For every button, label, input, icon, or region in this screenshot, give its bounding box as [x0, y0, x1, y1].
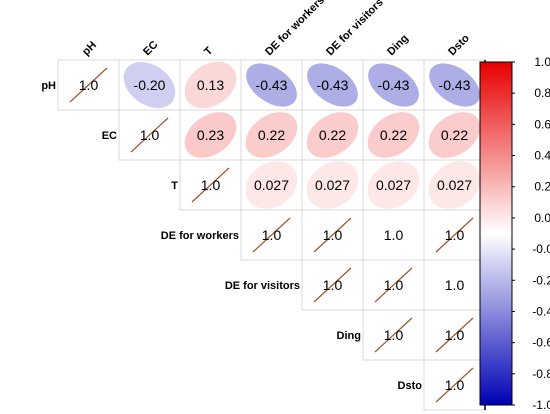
column-label: DE for workers — [263, 0, 327, 58]
colorbar-tick-label: -0.82 — [532, 367, 550, 381]
cell-value: 1.0 — [201, 177, 221, 193]
diagonal-line — [313, 267, 352, 303]
row-label: DE for visitors — [225, 280, 300, 292]
cell-value: -0.43 — [439, 77, 471, 93]
cell-value: -0.43 — [317, 77, 349, 93]
column-label: Ding — [385, 32, 411, 58]
colorbar-layer: 1.00 0.82 0.64 0.45 0.27 0.09 -0.09 -0.27 -0.45 -… — [479, 55, 550, 412]
colorbar-tick-label: 1.00 — [534, 55, 550, 69]
colorbar-tick-label: 0.27 — [534, 180, 550, 194]
row-label: EC — [102, 130, 117, 142]
cell-value: 1.0 — [445, 327, 465, 343]
cell-value: 1.0 — [79, 77, 99, 93]
colorbar-tick-label: 0.64 — [534, 117, 550, 131]
row-label: pH — [41, 80, 56, 92]
cell-value: 0.22 — [258, 127, 285, 143]
correlation-ellipse — [429, 63, 480, 107]
correlation-ellipse — [306, 112, 359, 158]
correlation-ellipse — [367, 161, 420, 209]
diagonal-line — [252, 217, 291, 253]
cell-value: 0.22 — [319, 127, 346, 143]
colorbar-tick-label: -0.27 — [532, 273, 550, 287]
correlation-ellipse — [245, 161, 298, 209]
column-label: pH — [80, 39, 99, 58]
cell-value: -0.43 — [378, 77, 410, 93]
cell-value: -0.43 — [256, 77, 288, 93]
correlation-ellipse — [367, 112, 420, 158]
cell-value: 0.13 — [197, 77, 224, 93]
correlation-ellipse — [184, 112, 237, 158]
cell-value: 1.0 — [140, 127, 160, 143]
cell-value: 1.0 — [384, 327, 404, 343]
correlation-ellipse — [123, 62, 176, 108]
cell-value: 0.22 — [380, 127, 407, 143]
correlation-ellipse — [245, 112, 298, 158]
correlation-ellipse — [246, 63, 297, 107]
cell-value: 0.23 — [197, 127, 224, 143]
cell-value: 0.027 — [254, 177, 289, 193]
cell-value: 0.027 — [315, 177, 350, 193]
row-label: Dsto — [398, 380, 423, 392]
colorbar-tick-label: 0.09 — [534, 211, 550, 225]
colorbar-tick-label: 0.82 — [534, 86, 550, 100]
cells-layer: 1.0 -0.20 0.13 -0.43 -0.43 -0.43 -0.43 1.0 0.23 0… — [57, 59, 486, 411]
cell-value: 1.0 — [323, 277, 343, 293]
column-label: T — [202, 45, 215, 58]
colorbar-tick-label: -0.64 — [532, 336, 550, 350]
cell-value: 1.0 — [384, 227, 404, 243]
correlation-ellipse — [368, 63, 419, 107]
correlation-ellipse — [307, 63, 358, 107]
cell-value: 0.027 — [437, 177, 472, 193]
row-label: Ding — [337, 330, 361, 342]
diagonal-line — [435, 217, 474, 253]
column-label: Dsto — [446, 32, 472, 58]
diagonal-line — [313, 217, 352, 253]
column-label: EC — [141, 39, 160, 58]
colorbar-tick-label: -1.00 — [532, 398, 550, 412]
diagonal-line — [374, 317, 413, 353]
diagonal-line — [191, 167, 230, 203]
correlation-ellipse — [428, 161, 481, 209]
cell-value: 1.0 — [384, 277, 404, 293]
cell-value: 0.22 — [441, 127, 468, 143]
cell-value: 0.027 — [376, 177, 411, 193]
diagonal-line — [435, 367, 474, 403]
cell-value: 1.0 — [323, 227, 343, 243]
correlation-ellipse — [306, 161, 359, 209]
diagonal-line — [435, 317, 474, 353]
cell-value: 1.0 — [445, 277, 465, 293]
colorbar — [479, 61, 513, 406]
cell-value: 1.0 — [445, 227, 465, 243]
diagonal-line — [374, 267, 413, 303]
correlation-ellipse — [428, 112, 481, 158]
cell-value: -0.20 — [134, 77, 166, 93]
column-label: DE for visitors — [324, 0, 386, 58]
cell-value: 1.0 — [445, 377, 465, 393]
colorbar-tick-label: 0.45 — [534, 149, 550, 163]
correlation-ellipse — [184, 61, 237, 109]
diagonal-line — [69, 67, 108, 103]
diagonal-line — [130, 117, 169, 153]
colorbar-tick-label: -0.09 — [532, 242, 550, 256]
row-label: DE for workers — [161, 230, 239, 242]
cell-value: 1.0 — [262, 227, 282, 243]
row-label: T — [171, 180, 178, 192]
colorbar-tick-label: -0.45 — [532, 304, 550, 318]
